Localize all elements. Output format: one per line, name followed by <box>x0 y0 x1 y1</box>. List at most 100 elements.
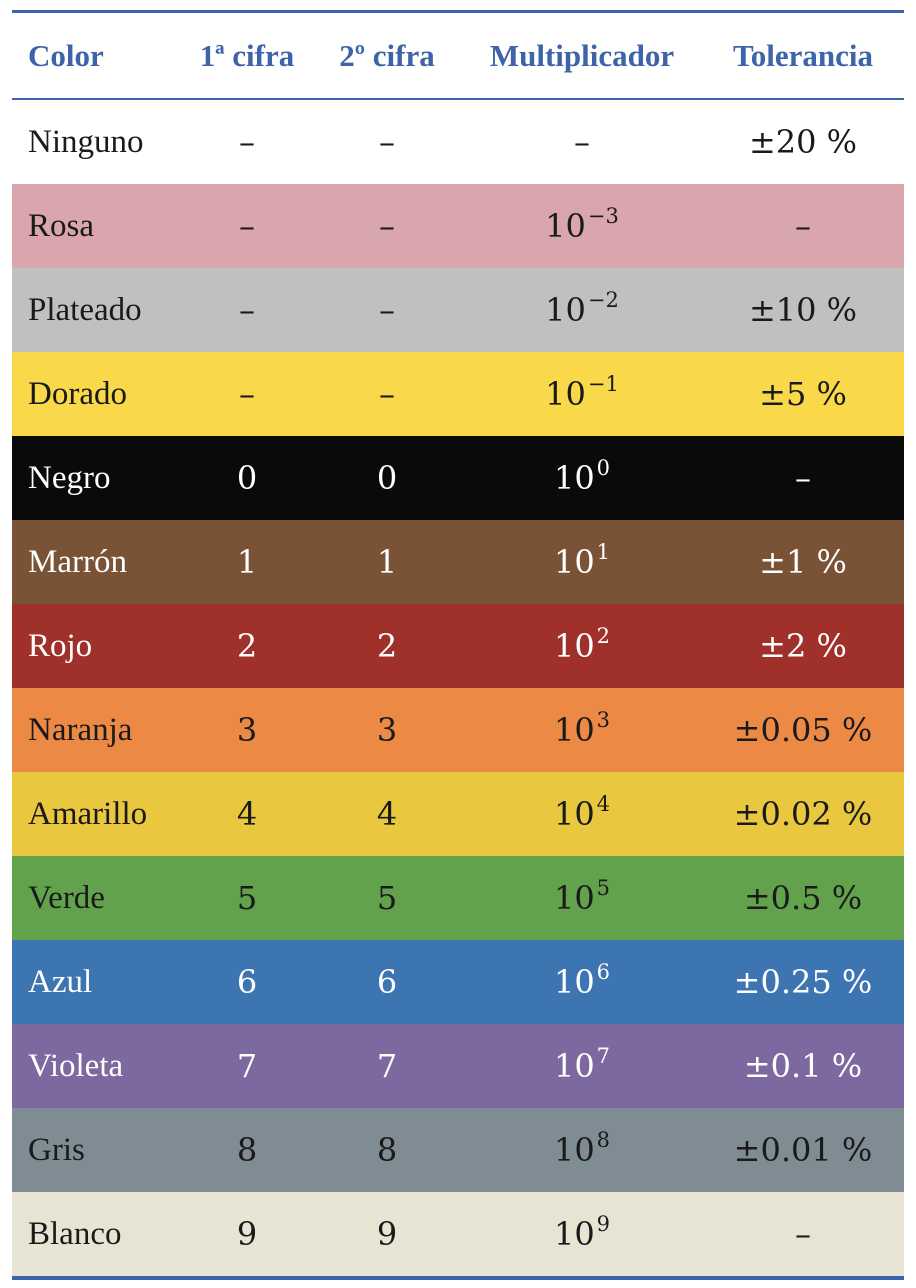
multiplier-exponent: 3 <box>596 708 611 732</box>
multiplier-base: 10 <box>553 795 595 833</box>
table-row: Marrón 1 1 101 ±1 % <box>12 520 904 604</box>
table-row: Naranja 3 3 103 ±0.05 % <box>12 688 904 772</box>
color-name-cell: Verde <box>28 879 105 916</box>
header-second-digit: 2º cifra <box>339 37 435 73</box>
table-row: Ninguno – – – ±20 % <box>12 100 904 184</box>
table-row: Gris 8 8 108 ±0.01 % <box>12 1108 904 1192</box>
header-color: Color <box>28 37 104 73</box>
header-tolerance: Tolerancia <box>732 37 874 73</box>
second-digit-cell: 8 <box>376 1131 398 1169</box>
tolerance-cell: ±0.1 % <box>743 1047 863 1085</box>
second-digit-cell: 2 <box>376 627 398 665</box>
multiplier-cell: 10−2 <box>462 288 702 330</box>
color-name-cell: Negro <box>28 459 111 496</box>
multiplier-cell: 103 <box>462 708 702 750</box>
table-row: Negro 0 0 100– <box>12 436 904 520</box>
color-name-cell: Blanco <box>28 1215 122 1252</box>
color-name-cell: Azul <box>28 963 93 1000</box>
first-digit-cell: 1 <box>236 543 258 581</box>
first-digit-cell: – <box>239 375 255 413</box>
color-name-cell: Gris <box>28 1131 85 1168</box>
first-digit-cell: – <box>239 291 255 329</box>
second-digit-cell: – <box>379 291 395 329</box>
color-name-cell: Rojo <box>28 627 93 664</box>
color-name-cell: Naranja <box>28 711 133 748</box>
multiplier-cell: 109 <box>462 1214 702 1254</box>
second-digit-cell: 7 <box>376 1047 398 1085</box>
multiplier-base: 10 <box>553 459 595 497</box>
color-name-cell: Amarillo <box>28 795 148 832</box>
multiplier-exponent: −3 <box>587 204 619 228</box>
first-digit-cell: 2 <box>236 627 258 665</box>
multiplier-base: 10 <box>553 1047 595 1085</box>
second-digit-cell: 1 <box>376 543 398 581</box>
multiplier-base: 10 <box>545 291 586 329</box>
table-row: Plateado – – 10−2 ±10 % <box>12 268 904 352</box>
first-digit-cell: 0 <box>236 459 258 497</box>
multiplier-cell: 102 <box>462 624 702 666</box>
first-digit-cell: 7 <box>236 1047 258 1085</box>
color-name-cell: Plateado <box>28 291 142 328</box>
first-digit-cell: – <box>239 207 255 245</box>
tolerance-cell: ±1 % <box>759 543 847 581</box>
first-digit-cell: – <box>239 123 255 161</box>
multiplier-base: 10 <box>553 627 595 665</box>
tolerance-cell: – <box>795 1215 811 1253</box>
tolerance-cell: ±20 % <box>748 123 858 161</box>
multiplier-base: 10 <box>545 207 586 245</box>
multiplier-base: 10 <box>553 711 595 749</box>
multiplier-base: 10 <box>553 1215 595 1253</box>
multiplier-exponent: 2 <box>596 624 611 648</box>
table-row: Azul 6 6 106 ±0.25 % <box>12 940 904 1024</box>
first-digit-cell: 6 <box>236 963 258 1001</box>
table-row: Rojo 2 2 102 ±2 % <box>12 604 904 688</box>
second-digit-cell: 5 <box>376 879 398 917</box>
table-header-row: Color 1ª cifra 2º cifra Multiplicador To… <box>12 13 904 98</box>
multiplier-exponent: 6 <box>596 960 611 984</box>
multiplier-base: 10 <box>545 375 586 413</box>
table-row: Amarillo 4 4 104 ±0.02 % <box>12 772 904 856</box>
second-digit-cell: 4 <box>376 795 398 833</box>
color-name-cell: Violeta <box>28 1047 124 1084</box>
multiplier-exponent: 0 <box>596 456 611 480</box>
second-digit-cell: 9 <box>376 1215 398 1253</box>
second-digit-cell: 0 <box>376 459 398 497</box>
multiplier-exponent: −1 <box>587 372 619 396</box>
multiplier-cell: 10−1 <box>462 372 702 414</box>
second-digit-cell: 3 <box>376 711 398 749</box>
multiplier-cell: 108 <box>462 1128 702 1170</box>
multiplier-exponent: −2 <box>587 288 619 312</box>
first-digit-cell: 9 <box>236 1215 258 1253</box>
multiplier-cell: 104 <box>462 794 702 834</box>
first-digit-cell: 4 <box>236 795 258 833</box>
second-digit-cell: 6 <box>376 963 398 1001</box>
color-name-cell: Rosa <box>28 207 94 244</box>
table-body: Ninguno – – – ±20 % Rosa – –10−3– Plateado – –10−2… <box>12 100 904 1276</box>
header-rule <box>12 98 904 100</box>
second-digit-cell: – <box>379 207 395 245</box>
color-name-cell: Marrón <box>28 543 127 580</box>
multiplier-exponent: 5 <box>596 876 611 900</box>
table-row: Violeta 7 7 107 ±0.1 % <box>12 1024 904 1108</box>
multiplier-cell: 107 <box>462 1044 702 1086</box>
multiplier-cell: 101 <box>462 542 702 582</box>
table-row: Verde 5 5 105 ±0.5 % <box>12 856 904 940</box>
tolerance-cell: ±0.5 % <box>743 879 863 917</box>
multiplier-cell: 10−3 <box>462 204 702 246</box>
tolerance-cell: – <box>795 459 811 497</box>
multiplier-exponent: 7 <box>596 1044 611 1068</box>
multiplier-base: 10 <box>553 879 595 917</box>
table-top-rule <box>12 10 904 13</box>
multiplier-cell: 100 <box>462 456 702 498</box>
multiplier-base: 10 <box>553 543 595 581</box>
multiplier-cell: 106 <box>462 960 702 1002</box>
table-bottom-rule <box>12 1276 904 1280</box>
multiplier-exponent: 8 <box>596 1128 611 1152</box>
tolerance-cell: ±2 % <box>759 627 847 665</box>
header-first-digit: 1ª cifra <box>199 37 295 73</box>
table-row: Blanco 9 9 109 – <box>12 1192 904 1276</box>
first-digit-cell: 8 <box>236 1131 258 1169</box>
multiplier-cell: – <box>462 123 702 161</box>
tolerance-cell: ±0.25 % <box>733 963 873 1001</box>
table-row: Dorado – – 10−1 ±5 % <box>12 352 904 436</box>
